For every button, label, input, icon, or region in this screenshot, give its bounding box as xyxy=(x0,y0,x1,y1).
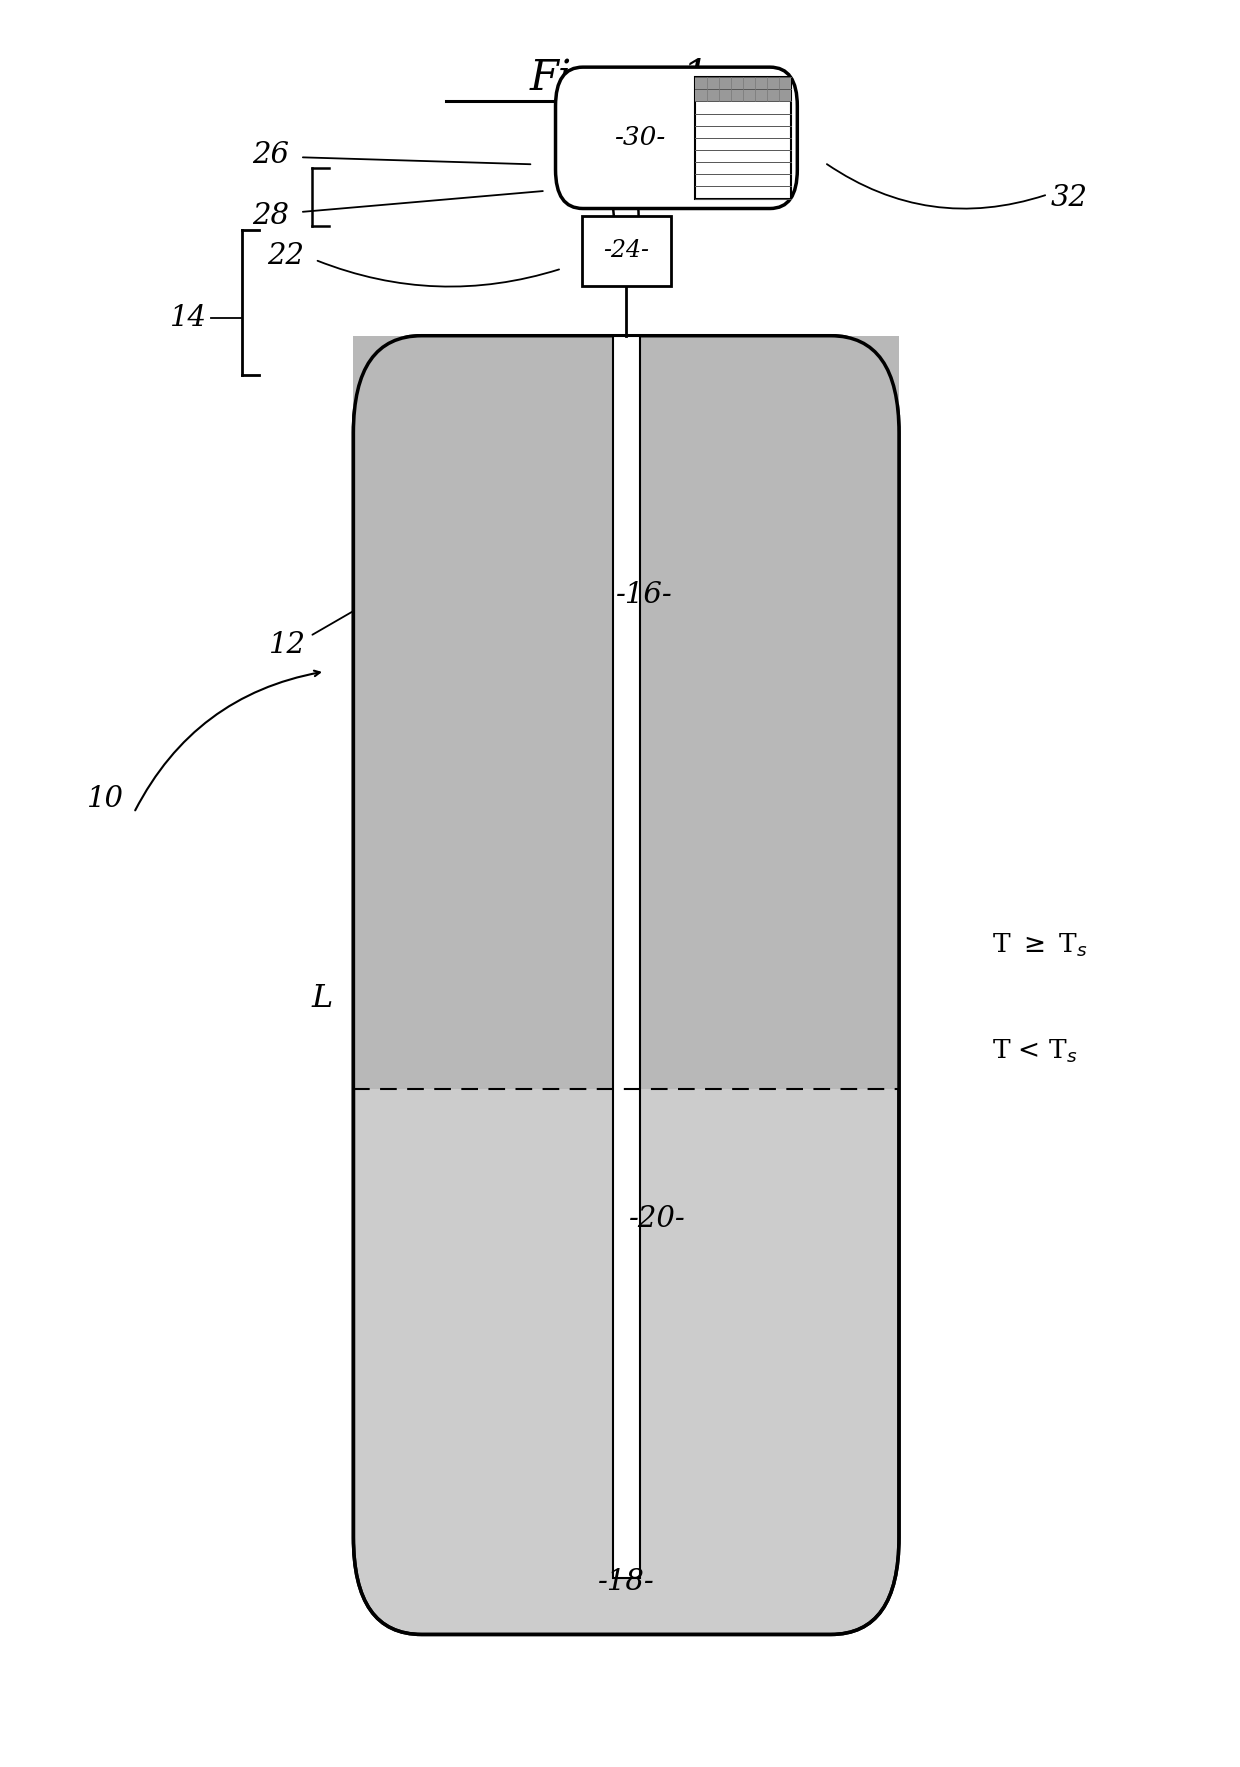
Text: 10: 10 xyxy=(87,785,124,813)
Text: -24-: -24- xyxy=(603,239,650,263)
Text: 12: 12 xyxy=(269,631,306,659)
Text: -18-: -18- xyxy=(598,1567,655,1596)
Bar xyxy=(694,78,791,101)
Text: 32: 32 xyxy=(1050,184,1087,212)
Text: -30-: -30- xyxy=(615,125,666,150)
Text: 26: 26 xyxy=(252,141,289,170)
FancyBboxPatch shape xyxy=(353,336,899,1634)
Bar xyxy=(694,78,791,198)
Text: L: L xyxy=(311,982,332,1014)
Text: T < T$_s$: T < T$_s$ xyxy=(992,1037,1078,1066)
Text: T $\geq$ T$_s$: T $\geq$ T$_s$ xyxy=(992,931,1087,959)
Text: 14: 14 xyxy=(170,304,207,332)
Text: -20-: -20- xyxy=(629,1205,686,1233)
Text: 28: 28 xyxy=(252,201,289,230)
Bar xyxy=(613,336,640,1578)
Bar xyxy=(353,336,899,1088)
Text: 22: 22 xyxy=(267,242,304,270)
FancyBboxPatch shape xyxy=(556,67,797,209)
Text: Figure 1: Figure 1 xyxy=(529,57,711,99)
Text: -16-: -16- xyxy=(616,581,673,610)
Bar xyxy=(582,216,671,286)
